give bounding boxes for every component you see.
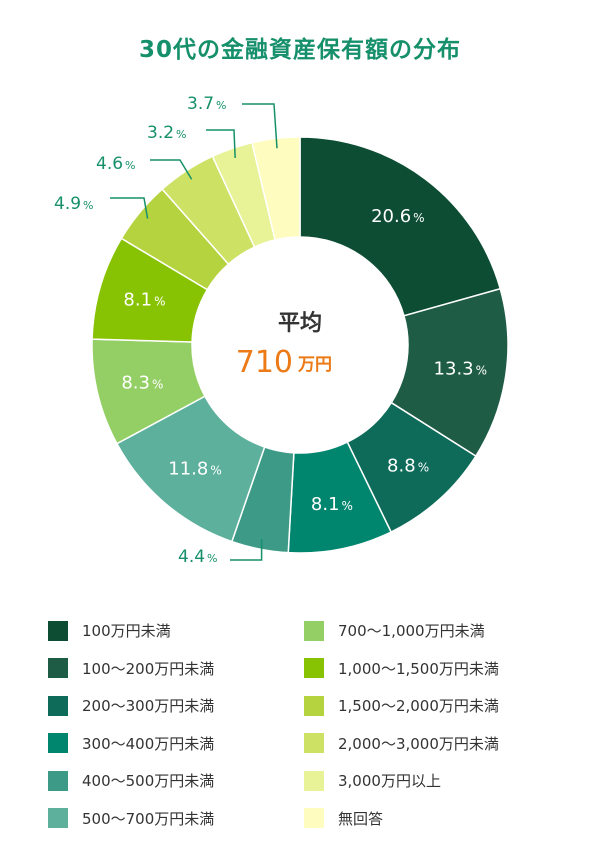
chart-title: 30代の金融資産保有額の分布 [138,37,461,63]
slice-value-label: 8.3% [121,372,163,393]
legend-swatch [48,620,68,641]
slice-value-label: 3.7% [187,94,227,114]
slice-value-label: 4.6% [96,154,136,174]
slice-value-label: 11.8% [168,458,221,479]
legend-swatch [304,770,324,791]
legend-item: 100〜200万円未満 [48,650,214,688]
slice-value-label: 4.9% [54,194,94,214]
slice-value-label: 13.3% [434,358,487,379]
leader-line [110,197,149,219]
slice-value-label: 4.4% [178,547,218,567]
legend-item: 100万円未満 [48,612,214,650]
slice-value-label: 20.6% [371,206,424,227]
leader-line [230,539,263,561]
pie-chart: 20.6 % 13.3 % 8.8 % 8.1 % 4.4 % 11.8 % 8.3 % 8.1 % 4.9 %4… [54,94,509,567]
legend-item: 無回答 [304,800,499,838]
legend-swatch [48,733,68,754]
legend-label: 200〜300万円未満 [82,697,215,716]
legend-label: 700〜1,000万円未満 [338,622,485,641]
legend-item: 1,000〜1,500万円未満 [304,650,499,688]
legend-label: 400〜500万円未満 [82,772,215,791]
leader-line [242,103,278,149]
legend-item: 200〜300万円未満 [48,687,214,725]
legend-item: 300〜400万円未満 [48,725,214,763]
legend-column-left: 100万円未満 100〜200万円未満 200〜300万円未満 300〜400万円未満… [48,612,214,837]
legend-swatch [304,733,324,754]
legend-label: 300〜400万円未満 [82,734,215,753]
leader-line [150,159,193,180]
legend-swatch [48,808,68,829]
legend-label: 1,500〜2,000万円未満 [338,697,499,716]
legend-swatch [304,808,324,829]
legend-item: 700〜1,000万円未満 [304,612,499,650]
legend-label: 無回答 [338,809,384,828]
legend-label: 3,000万円以上 [338,772,441,791]
center-unit: 万円 [297,355,332,375]
legend-label: 100〜200万円未満 [82,659,215,678]
legend-item: 3,000万円以上 [304,762,499,800]
legend-item: 500〜700万円未満 [48,800,214,838]
legend-item: 2,000〜3,000万円未満 [304,725,499,763]
legend-label: 500〜700万円未満 [82,809,215,828]
pie-slice [299,136,502,317]
slice-value-label: 3.2% [147,123,187,143]
legend-swatch [48,770,68,791]
legend-item: 400〜500万円未満 [48,762,214,800]
slice-value-label: 8.1% [123,290,165,311]
legend-swatch [304,658,324,679]
legend-swatch [304,620,324,641]
legend-item: 1,500〜2,000万円未満 [304,687,499,725]
legend-label: 2,000〜3,000万円未満 [338,734,499,753]
legend-label: 1,000〜1,500万円未満 [338,659,499,678]
leader-line [206,129,236,158]
legend-swatch [48,695,68,716]
legend-column-right: 700〜1,000万円未満 1,000〜1,500万円未満 1,500〜2,000万… [304,612,499,837]
center-label: 平均 [278,310,322,336]
legend-swatch [48,658,68,679]
pie-slice [251,136,301,241]
legend-swatch [304,695,324,716]
slice-value-label: 8.1% [311,494,353,515]
center-value: 710 [236,345,293,380]
slice-value-label: 8.8% [387,456,429,477]
legend-label: 100万円未満 [82,622,171,641]
